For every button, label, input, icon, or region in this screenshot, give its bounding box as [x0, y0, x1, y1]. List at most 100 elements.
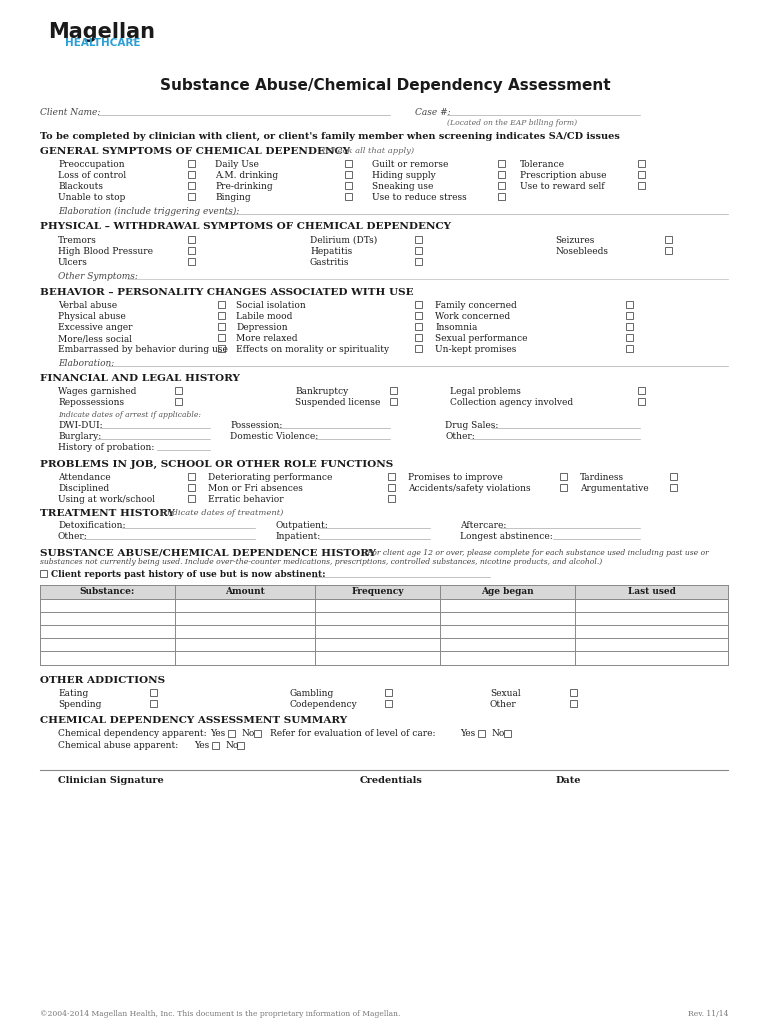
Bar: [345, 160, 352, 167]
Text: Client Name:: Client Name:: [40, 108, 100, 117]
Text: Hiding supply: Hiding supply: [372, 171, 436, 180]
Text: (Check all that apply): (Check all that apply): [320, 147, 414, 155]
Bar: [188, 236, 195, 243]
Bar: [560, 484, 567, 490]
Text: Bankruptcy: Bankruptcy: [295, 387, 348, 396]
Bar: [218, 334, 225, 341]
Text: Chemical dependency apparent:: Chemical dependency apparent:: [58, 729, 206, 738]
Text: Case #:: Case #:: [415, 108, 450, 117]
Text: Depression: Depression: [236, 323, 288, 332]
Text: Suspended license: Suspended license: [295, 398, 380, 407]
Text: Eating: Eating: [58, 689, 89, 698]
Text: DWI-DUI:: DWI-DUI:: [58, 421, 102, 430]
Text: Tolerance: Tolerance: [520, 160, 565, 169]
Bar: [218, 345, 225, 352]
Text: Detoxification:: Detoxification:: [58, 521, 126, 530]
Text: More relaxed: More relaxed: [236, 334, 297, 343]
Text: Burglary:: Burglary:: [58, 432, 101, 441]
Bar: [218, 301, 225, 308]
Text: Yes: Yes: [194, 741, 209, 750]
Text: Substance:: Substance:: [80, 587, 136, 596]
Bar: [237, 742, 244, 749]
Text: Outpatient:: Outpatient:: [275, 521, 328, 530]
Text: Frequency: Frequency: [351, 587, 403, 596]
Text: Other: Other: [490, 700, 517, 709]
Text: Drug Sales:: Drug Sales:: [445, 421, 498, 430]
Bar: [626, 323, 633, 330]
Text: (For client age 12 or over, please complete for each substance used including pa: (For client age 12 or over, please compl…: [362, 549, 708, 557]
Text: Indicate dates of arrest if applicable:: Indicate dates of arrest if applicable:: [58, 411, 201, 419]
Bar: [670, 484, 677, 490]
Text: Sexual: Sexual: [490, 689, 521, 698]
Text: Preoccupation: Preoccupation: [58, 160, 125, 169]
Bar: [560, 473, 567, 480]
Text: Nosebleeds: Nosebleeds: [555, 247, 608, 256]
Text: Using at work/school: Using at work/school: [58, 495, 155, 504]
Bar: [638, 387, 645, 394]
Text: Blackouts: Blackouts: [58, 182, 103, 191]
Text: More/less social: More/less social: [58, 334, 132, 343]
Text: Daily Use: Daily Use: [215, 160, 259, 169]
Text: Labile mood: Labile mood: [236, 312, 293, 321]
Text: Aftercare:: Aftercare:: [460, 521, 507, 530]
Text: No: No: [225, 741, 239, 750]
Bar: [345, 171, 352, 178]
Text: Embarrassed by behavior during use: Embarrassed by behavior during use: [58, 345, 228, 354]
Text: GENERAL SYMPTOMS OF CHEMICAL DEPENDENCY: GENERAL SYMPTOMS OF CHEMICAL DEPENDENCY: [40, 147, 350, 156]
Text: Client reports past history of use but is now abstinent:: Client reports past history of use but i…: [51, 570, 326, 579]
Bar: [415, 323, 422, 330]
Bar: [385, 700, 392, 707]
Bar: [188, 171, 195, 178]
Bar: [478, 730, 485, 737]
Text: Accidents/safety violations: Accidents/safety violations: [408, 484, 531, 493]
Bar: [345, 193, 352, 200]
Text: Use to reduce stress: Use to reduce stress: [372, 193, 467, 202]
Bar: [504, 730, 511, 737]
Bar: [188, 473, 195, 480]
Text: Legal problems: Legal problems: [450, 387, 521, 396]
Bar: [415, 312, 422, 319]
Bar: [188, 484, 195, 490]
Bar: [388, 484, 395, 490]
Text: Magellan: Magellan: [48, 22, 155, 42]
Text: Last used: Last used: [628, 587, 675, 596]
Bar: [188, 258, 195, 265]
Bar: [498, 182, 505, 189]
Bar: [626, 345, 633, 352]
Text: Other Symptoms:: Other Symptoms:: [58, 272, 138, 281]
Text: Collection agency involved: Collection agency involved: [450, 398, 573, 407]
Text: No: No: [492, 729, 505, 738]
Bar: [385, 689, 392, 696]
Bar: [570, 700, 577, 707]
Text: Excessive anger: Excessive anger: [58, 323, 132, 332]
Text: Delirium (DTs): Delirium (DTs): [310, 236, 377, 245]
Text: Tardiness: Tardiness: [580, 473, 624, 482]
Bar: [218, 312, 225, 319]
Text: Ulcers: Ulcers: [58, 258, 88, 267]
Bar: [415, 334, 422, 341]
Text: Deteriorating performance: Deteriorating performance: [208, 473, 333, 482]
Bar: [415, 247, 422, 254]
Bar: [626, 301, 633, 308]
Text: ©2004-2014 Magellan Health, Inc. This document is the proprietary information of: ©2004-2014 Magellan Health, Inc. This do…: [40, 1010, 400, 1018]
Bar: [212, 742, 219, 749]
Text: Use to reward self: Use to reward self: [520, 182, 604, 191]
Text: SUBSTANCE ABUSE/CHEMICAL DEPENDENCE HISTORY: SUBSTANCE ABUSE/CHEMICAL DEPENDENCE HIST…: [40, 549, 376, 558]
Text: substances not currently being used. Include over-the-counter medications, presc: substances not currently being used. Inc…: [40, 558, 602, 566]
Text: Chemical abuse apparent:: Chemical abuse apparent:: [58, 741, 178, 750]
Text: Physical abuse: Physical abuse: [58, 312, 126, 321]
Bar: [498, 160, 505, 167]
Bar: [415, 236, 422, 243]
Text: Domestic Violence:: Domestic Violence:: [230, 432, 318, 441]
Bar: [345, 182, 352, 189]
Text: Mon or Fri absences: Mon or Fri absences: [208, 484, 303, 493]
Bar: [150, 700, 157, 707]
Text: Argumentative: Argumentative: [580, 484, 648, 493]
Text: Family concerned: Family concerned: [435, 301, 517, 310]
Text: Possession:: Possession:: [230, 421, 283, 430]
Text: Gastritis: Gastritis: [310, 258, 350, 267]
Bar: [415, 345, 422, 352]
Bar: [175, 398, 182, 406]
Text: Age began: Age began: [481, 587, 534, 596]
Bar: [638, 160, 645, 167]
